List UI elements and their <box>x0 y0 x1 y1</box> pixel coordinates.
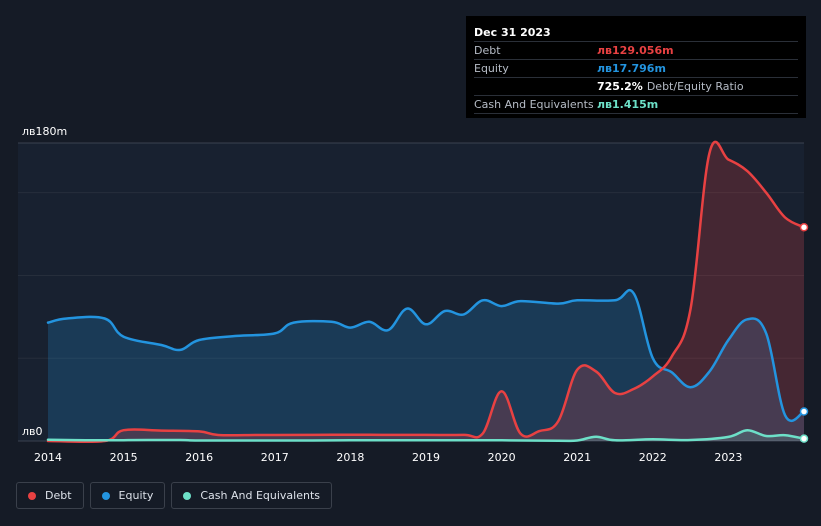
y-axis-max-label: лв180m <box>22 125 68 138</box>
equity-area <box>48 290 804 441</box>
tooltip-cash-label: Cash And Equivalents <box>474 98 594 111</box>
cash-and-equivalents-end-marker <box>799 434 809 443</box>
tooltip-row-ratio: 725.2% Debt/Equity Ratio <box>474 77 798 95</box>
x-tick-label: 2016 <box>185 451 213 464</box>
debt-dot-icon <box>28 491 36 500</box>
x-tick-label: 2014 <box>34 451 62 464</box>
y-axis-zero-label: лв0 <box>22 425 43 438</box>
legend-debt-label: Debt <box>45 489 72 502</box>
cash-dot-icon <box>183 491 192 500</box>
cash-and-equivalents-line <box>46 428 806 443</box>
tooltip-ratio-value: 725.2% <box>597 80 643 93</box>
equity-line <box>46 288 806 422</box>
legend-cash-label: Cash And Equivalents <box>200 489 320 502</box>
x-tick-label: 2020 <box>488 451 516 464</box>
tooltip-row-equity: Equity лв17.796m <box>474 59 798 77</box>
tooltip-date: Dec 31 2023 <box>474 26 551 39</box>
tooltip-ratio-suffix: Debt/Equity Ratio <box>646 80 744 93</box>
legend-equity-label: Equity <box>118 489 154 502</box>
chart-legend: Debt Equity Cash And Equivalents <box>16 482 332 509</box>
x-tick-label: 2017 <box>261 451 289 464</box>
x-tick-label: 2023 <box>714 451 742 464</box>
legend-item-debt[interactable]: Debt <box>16 482 84 509</box>
tooltip-debt-value: лв129.056m <box>597 44 674 57</box>
x-tick-label: 2019 <box>412 451 440 464</box>
tooltip-equity-label: Equity <box>474 62 509 75</box>
x-tick-label: 2015 <box>110 451 138 464</box>
tooltip-cash-value: лв1.415m <box>597 98 659 111</box>
data-tooltip: Dec 31 2023 Debt лв129.056m Equity лв17.… <box>466 16 806 118</box>
tooltip-row-debt: Debt лв129.056m <box>474 41 798 59</box>
debt-end-marker <box>799 223 809 232</box>
x-tick-label: 2022 <box>639 451 667 464</box>
tooltip-row-cash: Cash And Equivalents лв1.415m <box>474 95 798 114</box>
x-tick-label: 2018 <box>336 451 364 464</box>
tooltip-debt-label: Debt <box>474 44 501 57</box>
cash-and-equivalents-area <box>48 430 804 441</box>
equity-end-marker <box>799 407 809 416</box>
equity-dot-icon <box>101 491 110 500</box>
legend-item-cash[interactable]: Cash And Equivalents <box>171 482 332 509</box>
x-tick-label: 2021 <box>563 451 591 464</box>
legend-item-equity[interactable]: Equity <box>89 482 166 509</box>
tooltip-equity-value: лв17.796m <box>597 62 666 75</box>
debt-line <box>46 140 806 444</box>
debt-area <box>48 141 804 442</box>
